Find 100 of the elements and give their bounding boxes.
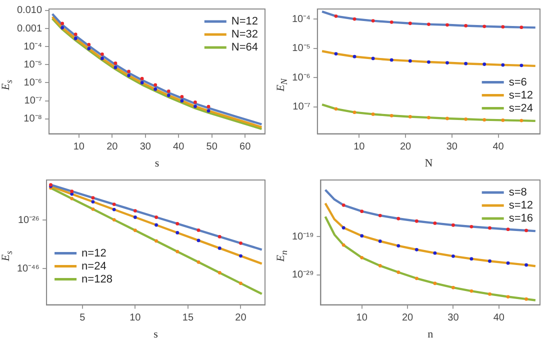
legend-label: n=12 (82, 247, 106, 260)
point (194, 100, 197, 104)
legend-label: s=12 (508, 89, 534, 102)
y-tick-label: 10⁻⁸ (24, 114, 42, 125)
point (218, 246, 222, 250)
point (352, 54, 356, 58)
point (154, 83, 158, 87)
point (464, 24, 468, 28)
x-tick-label: 5 (80, 312, 86, 324)
point (176, 222, 180, 226)
point (133, 216, 137, 219)
point (74, 32, 78, 36)
point (127, 70, 130, 74)
point (427, 60, 430, 64)
point (342, 243, 346, 247)
point (133, 209, 137, 212)
point (91, 200, 95, 204)
point (520, 64, 524, 68)
y-tick-label: 10⁻⁶ (292, 72, 310, 84)
point (112, 218, 116, 222)
y-tick-label: 10⁻⁴ (292, 14, 310, 25)
legend-label: N=32 (231, 28, 258, 41)
point (390, 58, 394, 62)
point (488, 226, 492, 230)
legend-label: N=12 (231, 16, 258, 28)
y-tick-label: 0.010 (16, 5, 42, 16)
y-tick-label: 10⁻⁵ (24, 59, 42, 70)
point (414, 219, 418, 223)
point (408, 115, 412, 118)
point (60, 22, 64, 26)
point (390, 114, 394, 118)
point (70, 196, 74, 200)
point (427, 22, 430, 26)
x-tick-label: 20 (235, 312, 247, 324)
point (488, 292, 492, 296)
point (70, 190, 74, 194)
point (414, 276, 418, 280)
point (154, 223, 158, 227)
point (352, 110, 356, 114)
point (506, 261, 510, 265)
point (396, 270, 400, 274)
point (334, 14, 338, 18)
point (334, 107, 338, 111)
point (433, 251, 437, 255)
point (112, 208, 116, 212)
point (87, 42, 91, 46)
point (176, 231, 180, 234)
point (206, 109, 210, 113)
x-tick-label: 40 (173, 142, 185, 153)
x-tick-label: 50 (206, 142, 218, 153)
legend-label: s=16 (508, 212, 534, 225)
y-tick-label: 10⁻⁴⁶ (16, 263, 40, 274)
point (408, 22, 412, 26)
x-tick-label: 20 (402, 312, 414, 324)
point (112, 202, 116, 206)
point (506, 295, 510, 298)
x-tick-label: 60 (240, 142, 252, 153)
point (446, 23, 449, 27)
point (239, 282, 242, 286)
point (87, 46, 91, 50)
point (127, 74, 130, 78)
x-tick-label: 10 (73, 142, 85, 153)
point (520, 26, 524, 30)
point (60, 26, 64, 30)
point (114, 62, 118, 65)
point (470, 289, 474, 293)
point (74, 36, 78, 40)
point (154, 87, 158, 91)
point (414, 248, 418, 252)
y-tick-label: 10⁻¹⁹ (292, 231, 314, 242)
point (154, 216, 158, 219)
point (408, 59, 412, 63)
y-tick-label: 10⁻²⁹ (292, 270, 314, 281)
y-tick-label: 10⁻⁴ (24, 41, 42, 52)
point (218, 271, 222, 274)
point (360, 256, 364, 260)
x-tick-label: 10 (130, 312, 142, 324)
point (446, 61, 449, 64)
x-tick-label: 40 (492, 142, 504, 153)
point (371, 112, 375, 116)
point (452, 254, 455, 258)
point (218, 235, 222, 238)
legend-label: s=6 (508, 76, 527, 88)
x-tick-label: 15 (182, 312, 194, 324)
point (133, 228, 137, 232)
point (390, 20, 394, 24)
x-axis-title: N (424, 157, 433, 170)
point (427, 116, 430, 120)
y-tick-label: 10⁻⁵ (292, 43, 310, 54)
point (140, 76, 144, 80)
point (501, 118, 505, 122)
point (360, 210, 364, 214)
point (506, 228, 510, 232)
point (196, 238, 200, 242)
point (166, 90, 170, 93)
legend-label: n=128 (82, 273, 112, 286)
point (378, 240, 382, 243)
legend-label: s=12 (508, 200, 534, 212)
point (433, 282, 437, 286)
x-tick-label: 30 (140, 142, 152, 153)
